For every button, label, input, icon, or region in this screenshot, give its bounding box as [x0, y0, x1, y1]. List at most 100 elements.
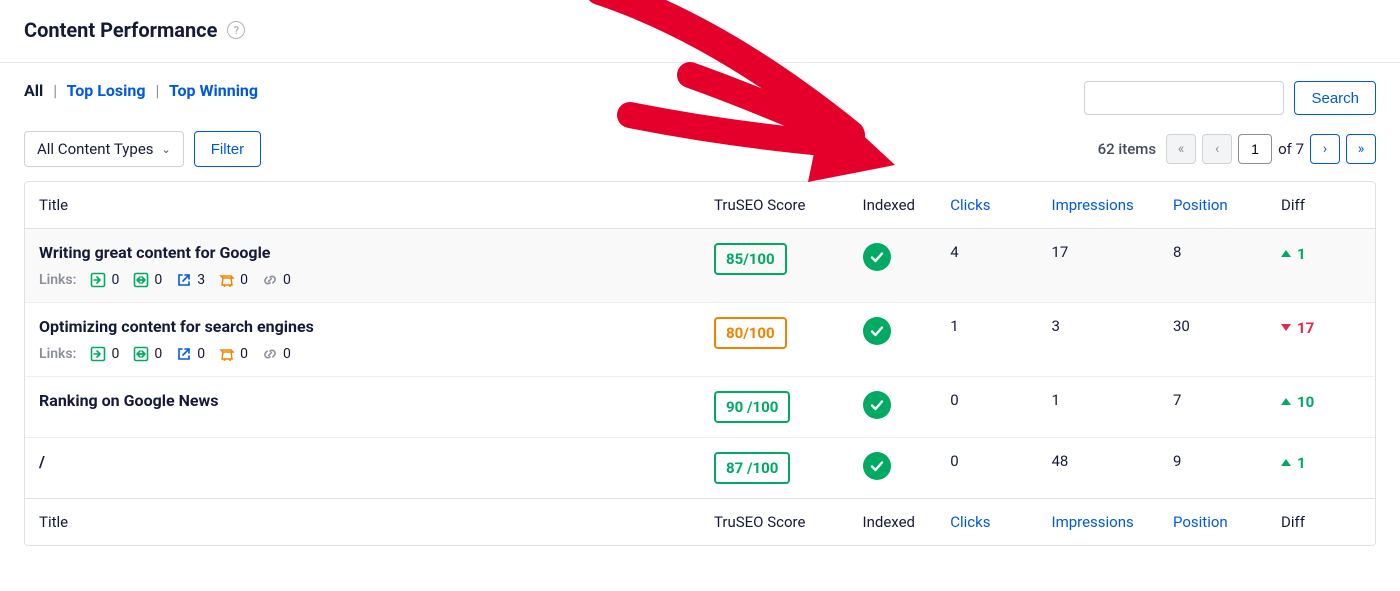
pager-of-text: of 7 [1278, 140, 1304, 158]
link-permalink[interactable]: 0 [262, 346, 291, 362]
truseo-score-badge[interactable]: 80/100 [714, 317, 787, 349]
link-outbound[interactable]: 0 [133, 272, 162, 288]
cell-indexed [849, 303, 937, 377]
content-types-dropdown[interactable]: All Content Types ⌄ [24, 131, 184, 167]
search-input[interactable] [1084, 81, 1284, 115]
cell-position: 7 [1159, 377, 1267, 438]
links-label: Links: [39, 272, 76, 288]
truseo-score-badge[interactable]: 90 /100 [714, 391, 790, 423]
cell-title: Writing great content for Google Links: … [25, 229, 700, 303]
affiliate-icon [219, 272, 235, 288]
fcol-diff[interactable]: Diff [1267, 499, 1375, 546]
cell-impressions: 1 [1038, 377, 1160, 438]
pager-prev: ‹ [1202, 134, 1232, 164]
diff-indicator: 10 [1281, 393, 1314, 411]
cell-indexed [849, 229, 937, 303]
link-outbound[interactable]: 0 [133, 346, 162, 362]
link-inbound[interactable]: 0 [90, 272, 119, 288]
fcol-title[interactable]: Title [25, 499, 700, 546]
link-affiliate[interactable]: 0 [219, 346, 248, 362]
row-title[interactable]: Ranking on Google News [39, 391, 218, 410]
truseo-score-badge[interactable]: 87 /100 [714, 452, 790, 484]
cell-position: 8 [1159, 229, 1267, 303]
col-score[interactable]: TruSEO Score [700, 182, 849, 229]
help-icon[interactable]: ? [227, 21, 245, 39]
pager-next[interactable]: › [1310, 134, 1340, 164]
fcol-score[interactable]: TruSEO Score [700, 499, 849, 546]
affiliate-icon [219, 346, 235, 362]
row-title[interactable]: Writing great content for Google [39, 243, 270, 262]
search-button[interactable]: Search [1294, 81, 1376, 115]
col-indexed[interactable]: Indexed [849, 182, 937, 229]
link-affiliate[interactable]: 0 [219, 272, 248, 288]
fcol-impressions[interactable]: Impressions [1038, 499, 1160, 546]
cell-score: 85/100 [700, 229, 849, 303]
pager-first: « [1166, 134, 1196, 164]
cell-position: 30 [1159, 303, 1267, 377]
link-permalink[interactable]: 0 [262, 272, 291, 288]
fcol-position[interactable]: Position [1159, 499, 1267, 546]
link-inbound[interactable]: 0 [90, 346, 119, 362]
cell-diff: 1 [1267, 438, 1375, 499]
pager-last[interactable]: » [1346, 134, 1376, 164]
truseo-score-badge[interactable]: 85/100 [714, 243, 787, 275]
link-external[interactable]: 0 [176, 346, 205, 362]
col-title[interactable]: Title [25, 182, 700, 229]
external-icon [176, 346, 192, 362]
col-diff[interactable]: Diff [1267, 182, 1375, 229]
table-footer-row: Title TruSEO Score Indexed Clicks Impres… [25, 499, 1375, 546]
cell-diff: 17 [1267, 303, 1375, 377]
diff-value: 17 [1297, 319, 1314, 337]
diff-arrow-icon [1281, 324, 1291, 331]
fcol-clicks[interactable]: Clicks [936, 499, 1037, 546]
table-row[interactable]: Optimizing content for search engines Li… [25, 303, 1375, 377]
cell-diff: 10 [1267, 377, 1375, 438]
chevron-down-icon: ⌄ [162, 143, 171, 156]
cell-clicks: 0 [936, 438, 1037, 499]
diff-indicator: 1 [1281, 245, 1306, 263]
content-table: Title TruSEO Score Indexed Clicks Impres… [24, 181, 1376, 546]
diff-arrow-icon [1281, 250, 1291, 257]
page-header: Content Performance ? [0, 0, 1400, 63]
table-row[interactable]: Ranking on Google News 90 /100 017 10 [25, 377, 1375, 438]
diff-arrow-icon [1281, 459, 1291, 466]
cell-score: 80/100 [700, 303, 849, 377]
indexed-check-icon [863, 243, 891, 271]
links-label: Links: [39, 346, 76, 362]
tab-top-losing[interactable]: Top Losing [67, 81, 146, 100]
tab-top-winning[interactable]: Top Winning [169, 81, 258, 100]
page-title: Content Performance [24, 18, 217, 42]
cell-clicks: 1 [936, 303, 1037, 377]
diff-indicator: 17 [1281, 319, 1314, 337]
outbound-icon [133, 272, 149, 288]
tab-all[interactable]: All [24, 81, 43, 100]
cell-impressions: 17 [1038, 229, 1160, 303]
filter-button[interactable]: Filter [194, 131, 261, 167]
indexed-check-icon [863, 452, 891, 480]
table-row[interactable]: Writing great content for Google Links: … [25, 229, 1375, 303]
filter-tabs: All | Top Losing | Top Winning [24, 81, 258, 100]
pager-page-input[interactable] [1238, 134, 1272, 164]
link-external[interactable]: 3 [176, 272, 205, 288]
col-clicks[interactable]: Clicks [936, 182, 1037, 229]
item-count: 62 items [1098, 140, 1156, 158]
cell-position: 9 [1159, 438, 1267, 499]
link-icon [262, 272, 278, 288]
diff-arrow-icon [1281, 398, 1291, 405]
cell-indexed [849, 377, 937, 438]
inbound-icon [90, 346, 106, 362]
indexed-check-icon [863, 317, 891, 345]
diff-indicator: 1 [1281, 454, 1306, 472]
outbound-icon [133, 346, 149, 362]
col-impressions[interactable]: Impressions [1038, 182, 1160, 229]
row-title[interactable]: Optimizing content for search engines [39, 317, 314, 336]
indexed-check-icon [863, 391, 891, 419]
row-title[interactable]: / [39, 452, 45, 471]
col-position[interactable]: Position [1159, 182, 1267, 229]
cell-title: Ranking on Google News [25, 377, 700, 438]
links-row: Links: 0 0 0 0 0 [39, 346, 686, 362]
table-row[interactable]: / 87 /100 0489 1 [25, 438, 1375, 499]
link-icon [262, 346, 278, 362]
fcol-indexed[interactable]: Indexed [849, 499, 937, 546]
content-types-label: All Content Types [37, 140, 154, 158]
